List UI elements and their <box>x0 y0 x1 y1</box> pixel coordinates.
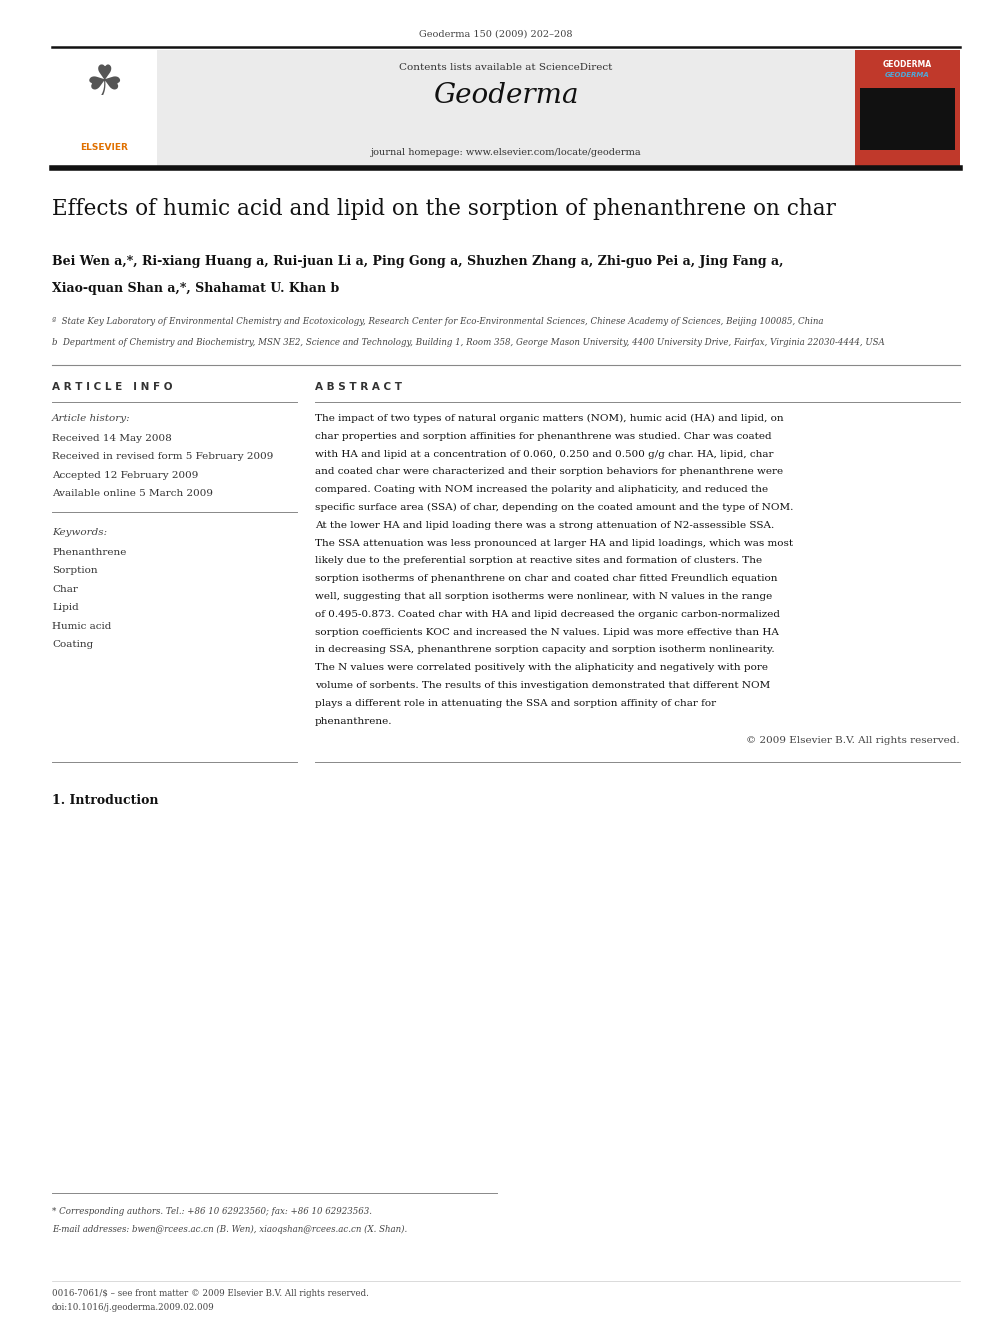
Text: and coated char were characterized and their sorption behaviors for phenanthrene: and coated char were characterized and t… <box>315 467 783 476</box>
Text: Geoderma: Geoderma <box>434 82 578 108</box>
Text: Coating: Coating <box>52 640 93 650</box>
Text: specific surface area (SSA) of char, depending on the coated amount and the type: specific surface area (SSA) of char, dep… <box>315 503 794 512</box>
Text: sorption isotherms of phenanthrene on char and coated char fitted Freundlich equ: sorption isotherms of phenanthrene on ch… <box>315 574 778 583</box>
Text: likely due to the preferential sorption at reactive sites and formation of clust: likely due to the preferential sorption … <box>315 557 762 565</box>
Text: phenanthrene.: phenanthrene. <box>315 717 393 725</box>
Text: ☘: ☘ <box>86 62 123 105</box>
Text: in decreasing SSA, phenanthrene sorption capacity and sorption isotherm nonlinea: in decreasing SSA, phenanthrene sorption… <box>315 646 775 655</box>
Text: Article history:: Article history: <box>52 414 131 423</box>
Text: The SSA attenuation was less pronounced at larger HA and lipid loadings, which w: The SSA attenuation was less pronounced … <box>315 538 794 548</box>
Text: A R T I C L E   I N F O: A R T I C L E I N F O <box>52 382 173 392</box>
Text: The impact of two types of natural organic matters (NOM), humic acid (HA) and li: The impact of two types of natural organ… <box>315 414 784 423</box>
Text: char properties and sorption affinities for phenanthrene was studied. Char was c: char properties and sorption affinities … <box>315 431 772 441</box>
Bar <box>52 50 157 168</box>
Text: A B S T R A C T: A B S T R A C T <box>315 382 402 392</box>
Bar <box>855 50 960 168</box>
Text: E-mail addresses: bwen@rcees.ac.cn (B. Wen), xiaoqshan@rcees.ac.cn (X. Shan).: E-mail addresses: bwen@rcees.ac.cn (B. W… <box>52 1225 408 1234</box>
Text: Received 14 May 2008: Received 14 May 2008 <box>52 434 172 443</box>
Text: Geoderma 150 (2009) 202–208: Geoderma 150 (2009) 202–208 <box>420 30 572 38</box>
Text: GEODERMA: GEODERMA <box>885 71 930 78</box>
Text: * Corresponding authors. Tel.: +86 10 62923560; fax: +86 10 62923563.: * Corresponding authors. Tel.: +86 10 62… <box>52 1207 372 1216</box>
Text: Accepted 12 February 2009: Accepted 12 February 2009 <box>52 471 198 480</box>
Text: Sorption: Sorption <box>52 566 97 576</box>
Text: compared. Coating with NOM increased the polarity and aliphaticity, and reduced : compared. Coating with NOM increased the… <box>315 486 768 495</box>
Text: 1. Introduction: 1. Introduction <box>52 794 159 807</box>
Text: sorption coefficients KOC and increased the N values. Lipid was more effective t: sorption coefficients KOC and increased … <box>315 627 779 636</box>
Text: Phenanthrene: Phenanthrene <box>52 548 126 557</box>
Text: ª  State Key Laboratory of Environmental Chemistry and Ecotoxicology, Research C: ª State Key Laboratory of Environmental … <box>52 318 823 325</box>
Bar <box>860 89 955 149</box>
Text: volume of sorbents. The results of this investigation demonstrated that differen: volume of sorbents. The results of this … <box>315 681 770 691</box>
Text: Received in revised form 5 February 2009: Received in revised form 5 February 2009 <box>52 452 274 462</box>
Text: Contents lists available at ScienceDirect: Contents lists available at ScienceDirec… <box>400 64 613 71</box>
Text: plays a different role in attenuating the SSA and sorption affinity of char for: plays a different role in attenuating th… <box>315 699 716 708</box>
Text: of 0.495-0.873. Coated char with HA and lipid decreased the organic carbon-norma: of 0.495-0.873. Coated char with HA and … <box>315 610 780 619</box>
Text: doi:10.1016/j.geoderma.2009.02.009: doi:10.1016/j.geoderma.2009.02.009 <box>52 1303 214 1312</box>
Text: Xiao-quan Shan a,*, Shahamat U. Khan b: Xiao-quan Shan a,*, Shahamat U. Khan b <box>52 282 339 295</box>
Text: Available online 5 March 2009: Available online 5 March 2009 <box>52 490 213 499</box>
Text: 0016-7061/$ – see front matter © 2009 Elsevier B.V. All rights reserved.: 0016-7061/$ – see front matter © 2009 El… <box>52 1289 369 1298</box>
Text: Effects of humic acid and lipid on the sorption of phenanthrene on char: Effects of humic acid and lipid on the s… <box>52 198 836 220</box>
Text: Humic acid: Humic acid <box>52 622 111 631</box>
Text: b  Department of Chemistry and Biochemistry, MSN 3E2, Science and Technology, Bu: b Department of Chemistry and Biochemist… <box>52 337 885 347</box>
Text: Bei Wen a,*, Ri-xiang Huang a, Rui-juan Li a, Ping Gong a, Shuzhen Zhang a, Zhi-: Bei Wen a,*, Ri-xiang Huang a, Rui-juan … <box>52 255 784 269</box>
Text: journal homepage: www.elsevier.com/locate/geoderma: journal homepage: www.elsevier.com/locat… <box>371 148 641 157</box>
Text: The N values were correlated positively with the aliphaticity and negatively wit: The N values were correlated positively … <box>315 663 768 672</box>
Text: with HA and lipid at a concentration of 0.060, 0.250 and 0.500 g/g char. HA, lip: with HA and lipid at a concentration of … <box>315 450 774 459</box>
Text: At the lower HA and lipid loading there was a strong attenuation of N2-assessibl: At the lower HA and lipid loading there … <box>315 521 774 529</box>
Text: GEODERMA: GEODERMA <box>883 60 932 69</box>
Text: © 2009 Elsevier B.V. All rights reserved.: © 2009 Elsevier B.V. All rights reserved… <box>746 737 960 745</box>
Text: Lipid: Lipid <box>52 603 78 613</box>
Text: Keywords:: Keywords: <box>52 528 107 537</box>
Text: ELSEVIER: ELSEVIER <box>80 143 128 152</box>
Text: Char: Char <box>52 585 78 594</box>
Text: well, suggesting that all sorption isotherms were nonlinear, with N values in th: well, suggesting that all sorption isoth… <box>315 591 772 601</box>
Bar <box>157 50 855 168</box>
